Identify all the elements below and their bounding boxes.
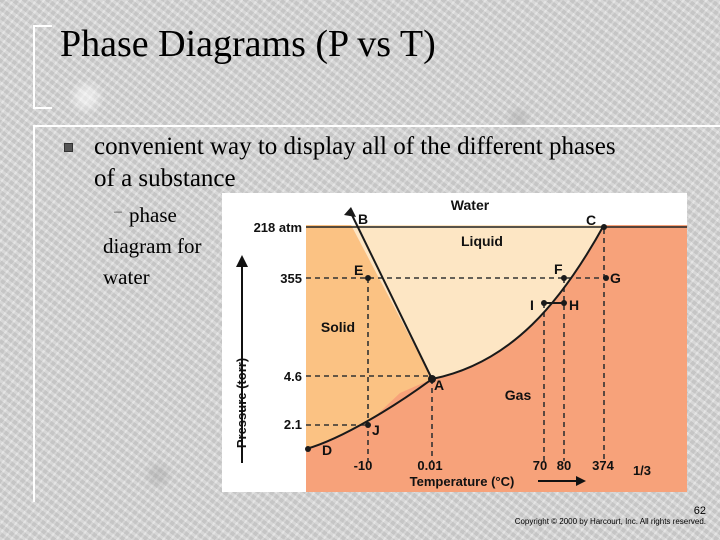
label-c: C: [586, 212, 596, 228]
x-tick-0-01: 0.01: [417, 458, 442, 473]
y-tick-labels: 218 atm 355 4.6 2.1: [254, 220, 302, 432]
label-g: G: [610, 270, 621, 286]
y-axis-arrow-icon: [236, 255, 248, 267]
y-axis-label: Pressure (torr): [234, 358, 249, 448]
x-tick-labels: -10 0.01 70 80 374 1/3: [354, 458, 651, 478]
copyright-notice: Copyright © 2000 by Harcourt, Inc. All r…: [514, 517, 706, 526]
bullet-text: convenient way to display all of the dif…: [94, 133, 616, 192]
label-i: I: [530, 297, 534, 313]
slide-footer: 62 Copyright © 2000 by Harcourt, Inc. Al…: [515, 505, 706, 527]
label-a: A: [434, 377, 444, 393]
sub-bullet-dash-icon: –: [114, 203, 122, 220]
point-g: [603, 275, 609, 281]
boundary-arrow-icon: [344, 207, 356, 217]
label-h: H: [569, 297, 579, 313]
liquid-gas-boundary: [431, 224, 605, 380]
y-tick-355: 355: [280, 271, 302, 286]
label-b: B: [358, 211, 368, 227]
y-tick-2-1: 2.1: [284, 417, 302, 432]
y-tick-218: 218 atm: [254, 220, 302, 235]
point-d: [305, 446, 311, 452]
x-tick-374: 374: [592, 458, 614, 473]
label-e: E: [354, 262, 363, 278]
sub-bullet-text: phase diagram for water: [103, 203, 202, 289]
bullet-icon: [64, 143, 73, 152]
liquid-label: Liquid: [461, 233, 503, 249]
x-tick-1-3: 1/3: [633, 463, 651, 478]
slide-title: Phase Diagrams (P vs T): [60, 23, 436, 65]
point-c: [601, 224, 607, 230]
x-axis-label: Temperature (°C): [410, 474, 515, 489]
phase-diagram-figure: Water Liquid Solid Gas B C E F G I H A J…: [222, 193, 687, 492]
solid-liquid-boundary: [350, 212, 433, 380]
x-axis-arrow-icon: [576, 476, 586, 486]
point-h: [561, 300, 567, 306]
gas-label: Gas: [505, 387, 532, 403]
point-labels: B C E F G I H A J D: [322, 211, 621, 458]
point-a: [428, 375, 436, 383]
solid-label: Solid: [321, 319, 355, 335]
y-tick-4-6: 4.6: [284, 369, 302, 384]
dashed-reference-lines: [306, 229, 606, 461]
title-frame-decoration: [33, 25, 52, 109]
label-f: F: [554, 261, 563, 277]
page-number: 62: [693, 505, 706, 517]
label-d: D: [322, 442, 332, 458]
solid-gas-boundary: [305, 378, 433, 450]
body-frame-decoration: [33, 125, 720, 502]
point-e: [365, 275, 371, 281]
diagram-title: Water: [451, 197, 490, 213]
point-i: [541, 300, 547, 306]
phase-diagram-svg: Water Liquid Solid Gas B C E F G I H A J…: [222, 193, 687, 492]
phase-boundaries: [305, 212, 605, 450]
x-tick-70: 70: [533, 458, 547, 473]
solid-region: [306, 225, 432, 449]
x-tick-neg10: -10: [354, 458, 373, 473]
x-tick-80: 80: [557, 458, 571, 473]
diagram-points: [305, 224, 609, 452]
label-j: J: [372, 422, 380, 438]
point-f: [561, 275, 567, 281]
point-j: [365, 422, 371, 428]
